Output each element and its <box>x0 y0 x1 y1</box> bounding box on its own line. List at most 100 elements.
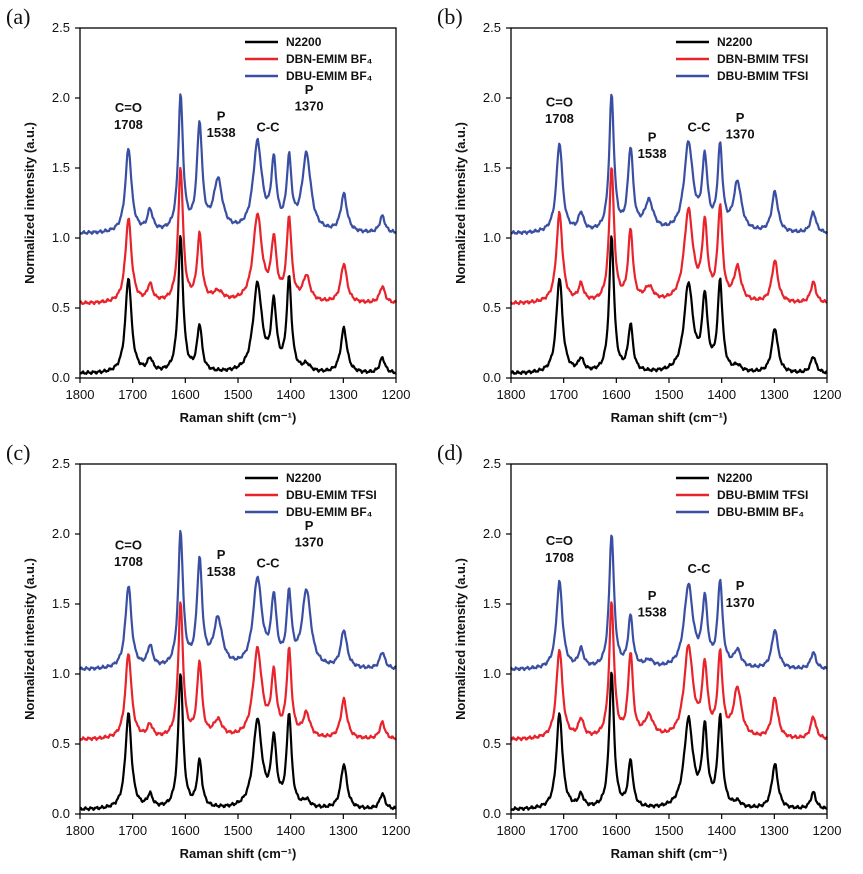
annotation-p2-label: P <box>736 110 745 125</box>
y-tick-label: 1.5 <box>52 160 70 175</box>
x-tick-label: 1800 <box>497 387 526 402</box>
annotation-p1-value: 1538 <box>207 125 236 140</box>
chart-panel: (b) 1800 1700 1600 1500 1400 1300 1200 0.0 0.5 1.0… <box>437 4 841 425</box>
legend-label: DBU-BMIM TFSI <box>717 488 808 502</box>
x-axis-label: Raman shift (cm⁻¹) <box>611 846 728 861</box>
x-tick-label: 1400 <box>707 387 736 402</box>
x-tick-label: 1700 <box>549 823 578 838</box>
legend-label: N2200 <box>286 471 322 485</box>
legend-label: DBU-EMIM BF₄ <box>286 69 373 83</box>
annotation-p1-label: P <box>648 129 657 144</box>
annotation-p2-label: P <box>736 578 745 593</box>
annotation-co-label: C=O <box>115 100 142 115</box>
x-tick-label: 1200 <box>813 387 842 402</box>
legend-label: DBN-BMIM TFSI <box>717 52 808 66</box>
annotation-co-value: 1708 <box>545 111 574 126</box>
legend-label: DBN-EMIM BF₄ <box>286 52 373 66</box>
y-tick-label: 2.5 <box>483 456 501 471</box>
annotation-p1-value: 1538 <box>638 146 667 161</box>
x-tick-label: 1800 <box>497 823 526 838</box>
y-axis-label: Normalized intensity (a.u.) <box>22 558 37 720</box>
series-line <box>79 235 397 375</box>
y-tick-label: 0.5 <box>483 736 501 751</box>
x-tick-label: 1500 <box>655 387 684 402</box>
x-tick-label: 1500 <box>224 387 253 402</box>
y-tick-label: 2.0 <box>52 90 70 105</box>
y-tick-label: 1.5 <box>483 596 501 611</box>
y-tick-label: 0.0 <box>52 806 70 821</box>
series-line <box>79 673 397 812</box>
chart-panel: (d) 1800 1700 1600 1500 1400 1300 1200 0.0 0.5 1.0… <box>437 440 841 861</box>
x-tick-label: 1600 <box>602 387 631 402</box>
series-line <box>79 529 397 672</box>
panel-letter: (c) <box>6 440 30 465</box>
y-tick-label: 0.0 <box>483 806 501 821</box>
legend: N2200 DBN-BMIM TFSI DBU-BMIM TFSI <box>676 35 808 83</box>
annotation-p2-value: 1370 <box>726 127 755 142</box>
x-tick-label: 1400 <box>276 387 305 402</box>
annotation-p2-value: 1370 <box>295 535 324 550</box>
x-axis-label: Raman shift (cm⁻¹) <box>611 410 728 425</box>
annotation-p1-value: 1538 <box>207 564 236 579</box>
y-tick-label: 0.5 <box>52 300 70 315</box>
x-tick-label: 1200 <box>813 823 842 838</box>
y-tick-label: 0.5 <box>483 300 501 315</box>
x-tick-label: 1200 <box>382 387 411 402</box>
annotation-p1-label: P <box>648 588 657 603</box>
x-tick-label: 1700 <box>118 823 147 838</box>
x-tick-label: 1700 <box>118 387 147 402</box>
x-tick-label: 1400 <box>276 823 305 838</box>
annotation-p2-value: 1370 <box>295 99 324 114</box>
x-tick-label: 1400 <box>707 823 736 838</box>
y-axis-label: Normalized intensity (a.u.) <box>453 122 468 284</box>
x-tick-label: 1300 <box>329 823 358 838</box>
chart-panel: (a) 1800 1700 1600 1500 1400 1300 1200 0.0 0.5 1.0… <box>6 4 410 425</box>
legend-label: N2200 <box>286 35 322 49</box>
y-tick-label: 1.5 <box>52 596 70 611</box>
y-axis-label: Normalized intensity (a.u.) <box>22 122 37 284</box>
legend-label: DBU-EMIM BF₄ <box>286 505 373 519</box>
series-line <box>510 534 828 672</box>
series-line <box>510 601 828 742</box>
series-line <box>79 601 397 742</box>
legend-label: DBU-BMIM BF₄ <box>717 505 804 519</box>
y-tick-label: 2.5 <box>483 20 501 35</box>
legend-label: N2200 <box>717 471 753 485</box>
y-tick-label: 2.0 <box>483 90 501 105</box>
x-tick-label: 1500 <box>224 823 253 838</box>
chart-panel: (c) 1800 1700 1600 1500 1400 1300 1200 0.0 0.5 1.0… <box>6 440 410 861</box>
annotation-co-value: 1708 <box>545 550 574 565</box>
y-tick-label: 2.0 <box>52 526 70 541</box>
panel-letter: (b) <box>437 4 463 29</box>
annotation-co-label: C=O <box>546 533 573 548</box>
series-line <box>509 167 828 306</box>
y-tick-label: 1.5 <box>483 160 501 175</box>
annotation-p1-value: 1538 <box>638 605 667 620</box>
x-tick-label: 1600 <box>171 387 200 402</box>
x-tick-label: 1200 <box>382 823 411 838</box>
annotation-co-value: 1708 <box>114 117 143 132</box>
y-tick-label: 1.0 <box>483 666 501 681</box>
legend: N2200 DBU-EMIM TFSI DBU-EMIM BF₄ <box>245 471 377 519</box>
legend: N2200 DBN-EMIM BF₄ DBU-EMIM BF₄ <box>245 35 373 83</box>
x-tick-label: 1300 <box>329 387 358 402</box>
y-tick-label: 2.5 <box>52 20 70 35</box>
x-axis-label: Raman shift (cm⁻¹) <box>180 846 297 861</box>
y-tick-label: 2.5 <box>52 456 70 471</box>
annotation-cc-label: C-C <box>256 120 280 135</box>
y-axis-label: Normalized intensity (a.u.) <box>453 558 468 720</box>
annotation-p1-label: P <box>217 547 226 562</box>
y-tick-label: 1.0 <box>483 230 501 245</box>
x-tick-label: 1700 <box>549 387 578 402</box>
x-tick-label: 1500 <box>655 823 684 838</box>
series-line <box>510 235 828 376</box>
annotation-p2-label: P <box>305 518 314 533</box>
y-tick-label: 1.0 <box>52 230 70 245</box>
legend-label: N2200 <box>717 35 753 49</box>
y-tick-label: 0.0 <box>52 370 70 385</box>
legend-label: DBU-BMIM TFSI <box>717 69 808 83</box>
series-line <box>510 93 828 235</box>
x-tick-label: 1300 <box>760 387 789 402</box>
x-tick-label: 1800 <box>66 387 95 402</box>
